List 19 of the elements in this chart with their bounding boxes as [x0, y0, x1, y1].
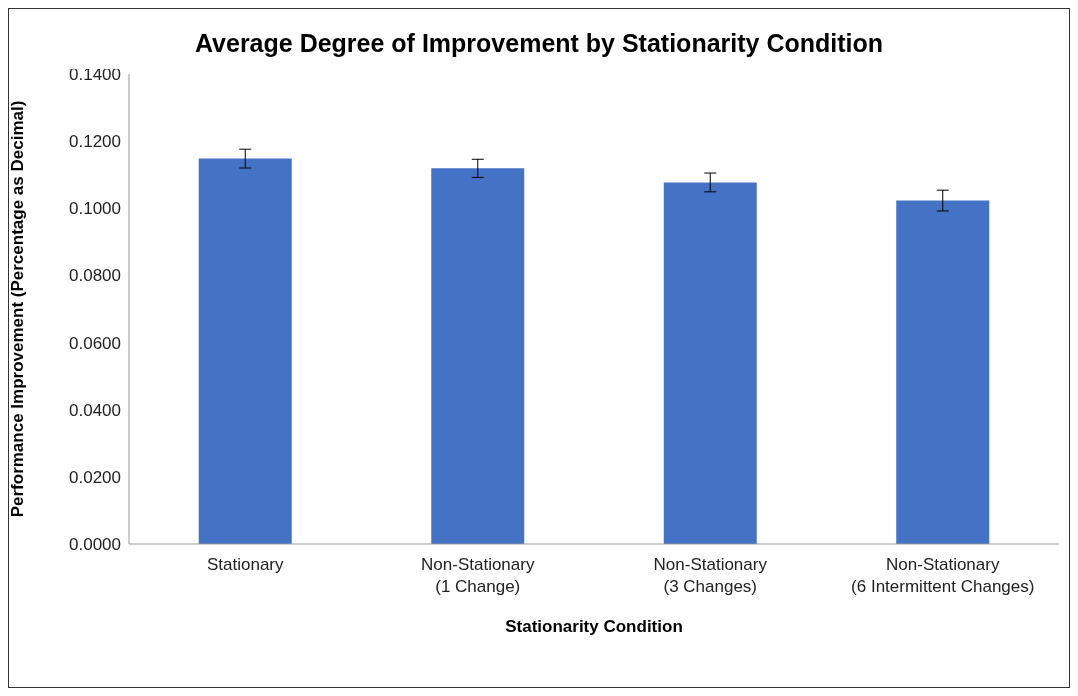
y-tick-label: 0.1000 — [69, 199, 121, 219]
y-tick-label: 0.0200 — [69, 467, 121, 487]
y-tick-label: 0.0000 — [69, 535, 121, 555]
bar — [663, 182, 757, 544]
chart-title: Average Degree of Improvement by Stationarity Condition — [194, 29, 884, 57]
x-tick-label: Stationary — [206, 555, 285, 574]
y-axis-title: Performance Improvement (Percentage as Decimal) — [8, 100, 28, 518]
y-tick-label: 0.1200 — [69, 132, 121, 152]
bar — [896, 200, 990, 544]
x-tick-label: Non-Stationary (3 Changes) — [653, 555, 768, 596]
bar — [431, 168, 525, 544]
x-tick-label: Non-Stationary (1 Change) — [421, 555, 535, 596]
y-tick-label: 0.0600 — [69, 333, 121, 353]
bar — [198, 158, 292, 544]
y-tick-label: 0.0400 — [69, 400, 121, 420]
y-tick-label: 0.1400 — [69, 65, 121, 85]
x-tick-label: Non-Stationary (6 Intermittent Changes) — [851, 555, 1035, 596]
y-tick-label: 0.0800 — [69, 266, 121, 286]
x-axis-title: Stationarity Condition — [505, 617, 683, 636]
